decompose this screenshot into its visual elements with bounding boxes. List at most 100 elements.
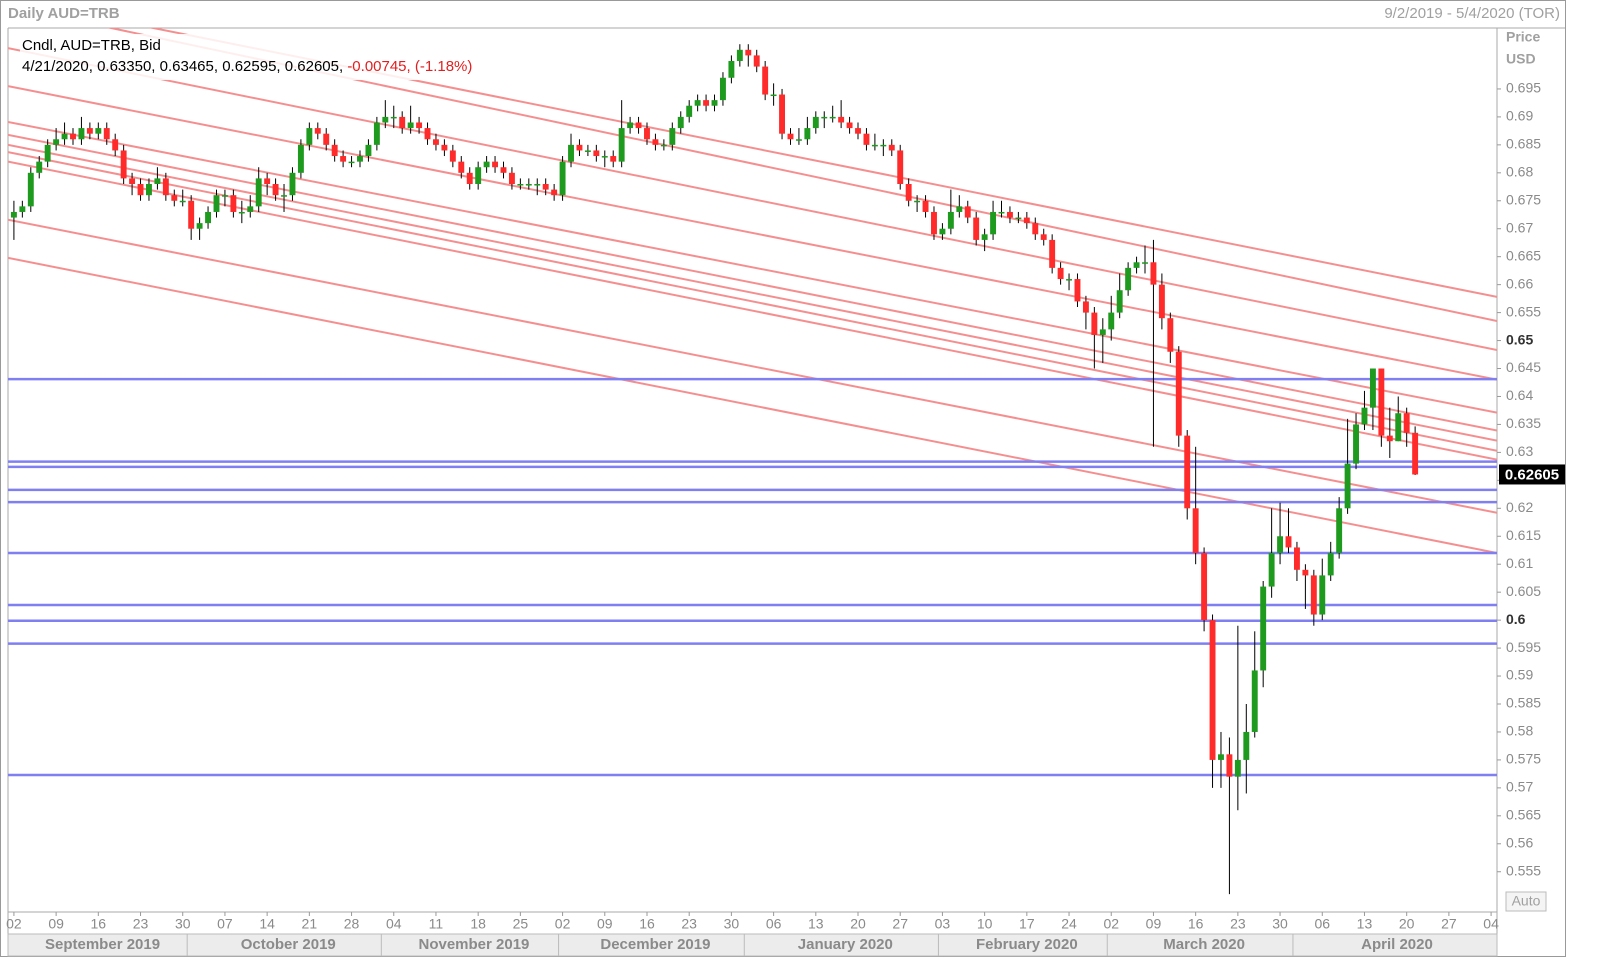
candle-body	[289, 172, 296, 196]
y-axis-unit: USD	[1506, 51, 1536, 67]
candle-body	[1268, 553, 1275, 587]
candle-body	[1023, 217, 1030, 224]
trend-line	[8, 256, 1497, 555]
info-change: -0.00745, (-1.18%)	[347, 58, 472, 75]
trend-line	[8, 85, 1497, 381]
candle-body	[525, 184, 532, 186]
x-tick-label: 10	[977, 916, 993, 932]
info-line: 4/21/2020, 0.63350, 0.63465, 0.62595, 0.…	[22, 58, 472, 75]
candle-body	[10, 211, 17, 218]
candle-body	[196, 223, 203, 229]
candle-body	[27, 172, 34, 207]
candle-body	[998, 211, 1005, 214]
candle-body	[1099, 329, 1106, 335]
candle-body	[939, 228, 946, 235]
x-tick-label: 06	[1314, 916, 1330, 932]
x-tick-label: 14	[259, 916, 275, 932]
x-tick-label: 13	[1357, 916, 1373, 932]
candle-body	[601, 156, 608, 158]
y-tick-label: 0.61	[1506, 555, 1533, 571]
y-tick-label: 0.6	[1506, 611, 1526, 627]
y-tick-label: 0.555	[1506, 862, 1541, 878]
y-tick-label: 0.65	[1506, 331, 1533, 347]
month-label: September 2019	[45, 936, 160, 953]
candle-body	[483, 161, 490, 168]
y-tick-label: 0.58	[1506, 723, 1533, 739]
candle-body	[1116, 290, 1123, 313]
candle-body	[745, 49, 752, 56]
x-tick-label: 30	[1272, 916, 1288, 932]
y-tick-label: 0.615	[1506, 527, 1541, 543]
candle-body	[78, 128, 85, 140]
candle-body	[264, 178, 271, 184]
candle-body	[424, 128, 431, 140]
candle-body	[686, 105, 693, 117]
candle-body	[1285, 536, 1292, 548]
x-tick-label: 20	[1399, 916, 1415, 932]
candle-body	[1091, 312, 1098, 335]
candle-body	[297, 144, 304, 173]
x-tick-label: 25	[513, 916, 529, 932]
candle-body	[703, 100, 710, 106]
candle-body	[306, 128, 313, 145]
candle-body	[247, 206, 254, 212]
month-label: October 2019	[241, 936, 336, 953]
candle-body	[238, 211, 245, 214]
candle-body	[1336, 508, 1343, 554]
candle-body	[205, 211, 212, 224]
candle-body	[660, 144, 667, 147]
candle-body	[973, 217, 980, 240]
y-tick-label: 0.59	[1506, 667, 1533, 683]
candle-body	[644, 128, 650, 140]
candle-body	[230, 195, 237, 212]
candle-body	[407, 122, 414, 129]
y-tick-label: 0.68	[1506, 164, 1533, 180]
candle-body	[399, 116, 406, 129]
x-tick-label: 11	[429, 916, 444, 932]
month-label: April 2020	[1361, 936, 1433, 953]
trend-line	[8, 47, 1497, 352]
candle-body	[542, 184, 549, 190]
candle-body	[255, 178, 262, 207]
candle-body	[1032, 223, 1039, 235]
candle-body	[1082, 301, 1089, 313]
candle-body	[905, 184, 912, 201]
x-tick-label: 07	[217, 916, 233, 932]
x-tick-label: 28	[344, 916, 360, 932]
candle-body	[677, 116, 684, 129]
candle-body	[534, 184, 541, 186]
candle-body	[53, 139, 60, 145]
candle-body	[1184, 435, 1191, 509]
candle-body	[458, 161, 465, 173]
frame	[0, 0, 1566, 957]
candle-body	[880, 144, 887, 147]
x-tick-label: 23	[1230, 916, 1246, 932]
x-tick-label: 02	[555, 916, 571, 932]
candle-body	[762, 66, 769, 95]
candle-body	[95, 128, 102, 134]
month-label: February 2020	[976, 936, 1078, 953]
auto-button-label[interactable]: Auto	[1512, 893, 1541, 909]
candle-body	[787, 133, 794, 140]
y-tick-label: 0.565	[1506, 807, 1541, 823]
candle-body	[348, 161, 355, 164]
candle-body	[1378, 368, 1385, 436]
auto-button[interactable]: Auto	[1505, 891, 1547, 912]
auto-button-box[interactable]	[1505, 891, 1547, 912]
candle-body	[804, 128, 811, 140]
candle-body	[829, 116, 836, 119]
candle-body	[593, 150, 600, 157]
candle-body	[652, 139, 659, 145]
month-label: March 2020	[1163, 936, 1245, 953]
candle-body	[1412, 432, 1419, 475]
candle-body	[1209, 620, 1216, 760]
candle-body	[568, 144, 574, 162]
candle-body	[331, 144, 338, 157]
candle-body	[1293, 547, 1300, 570]
candle-body	[475, 167, 482, 184]
candle-body	[1361, 407, 1368, 425]
candle-body	[213, 195, 220, 212]
x-tick-label: 03	[935, 916, 951, 932]
candle-body	[357, 156, 363, 162]
candle-body	[914, 200, 921, 203]
